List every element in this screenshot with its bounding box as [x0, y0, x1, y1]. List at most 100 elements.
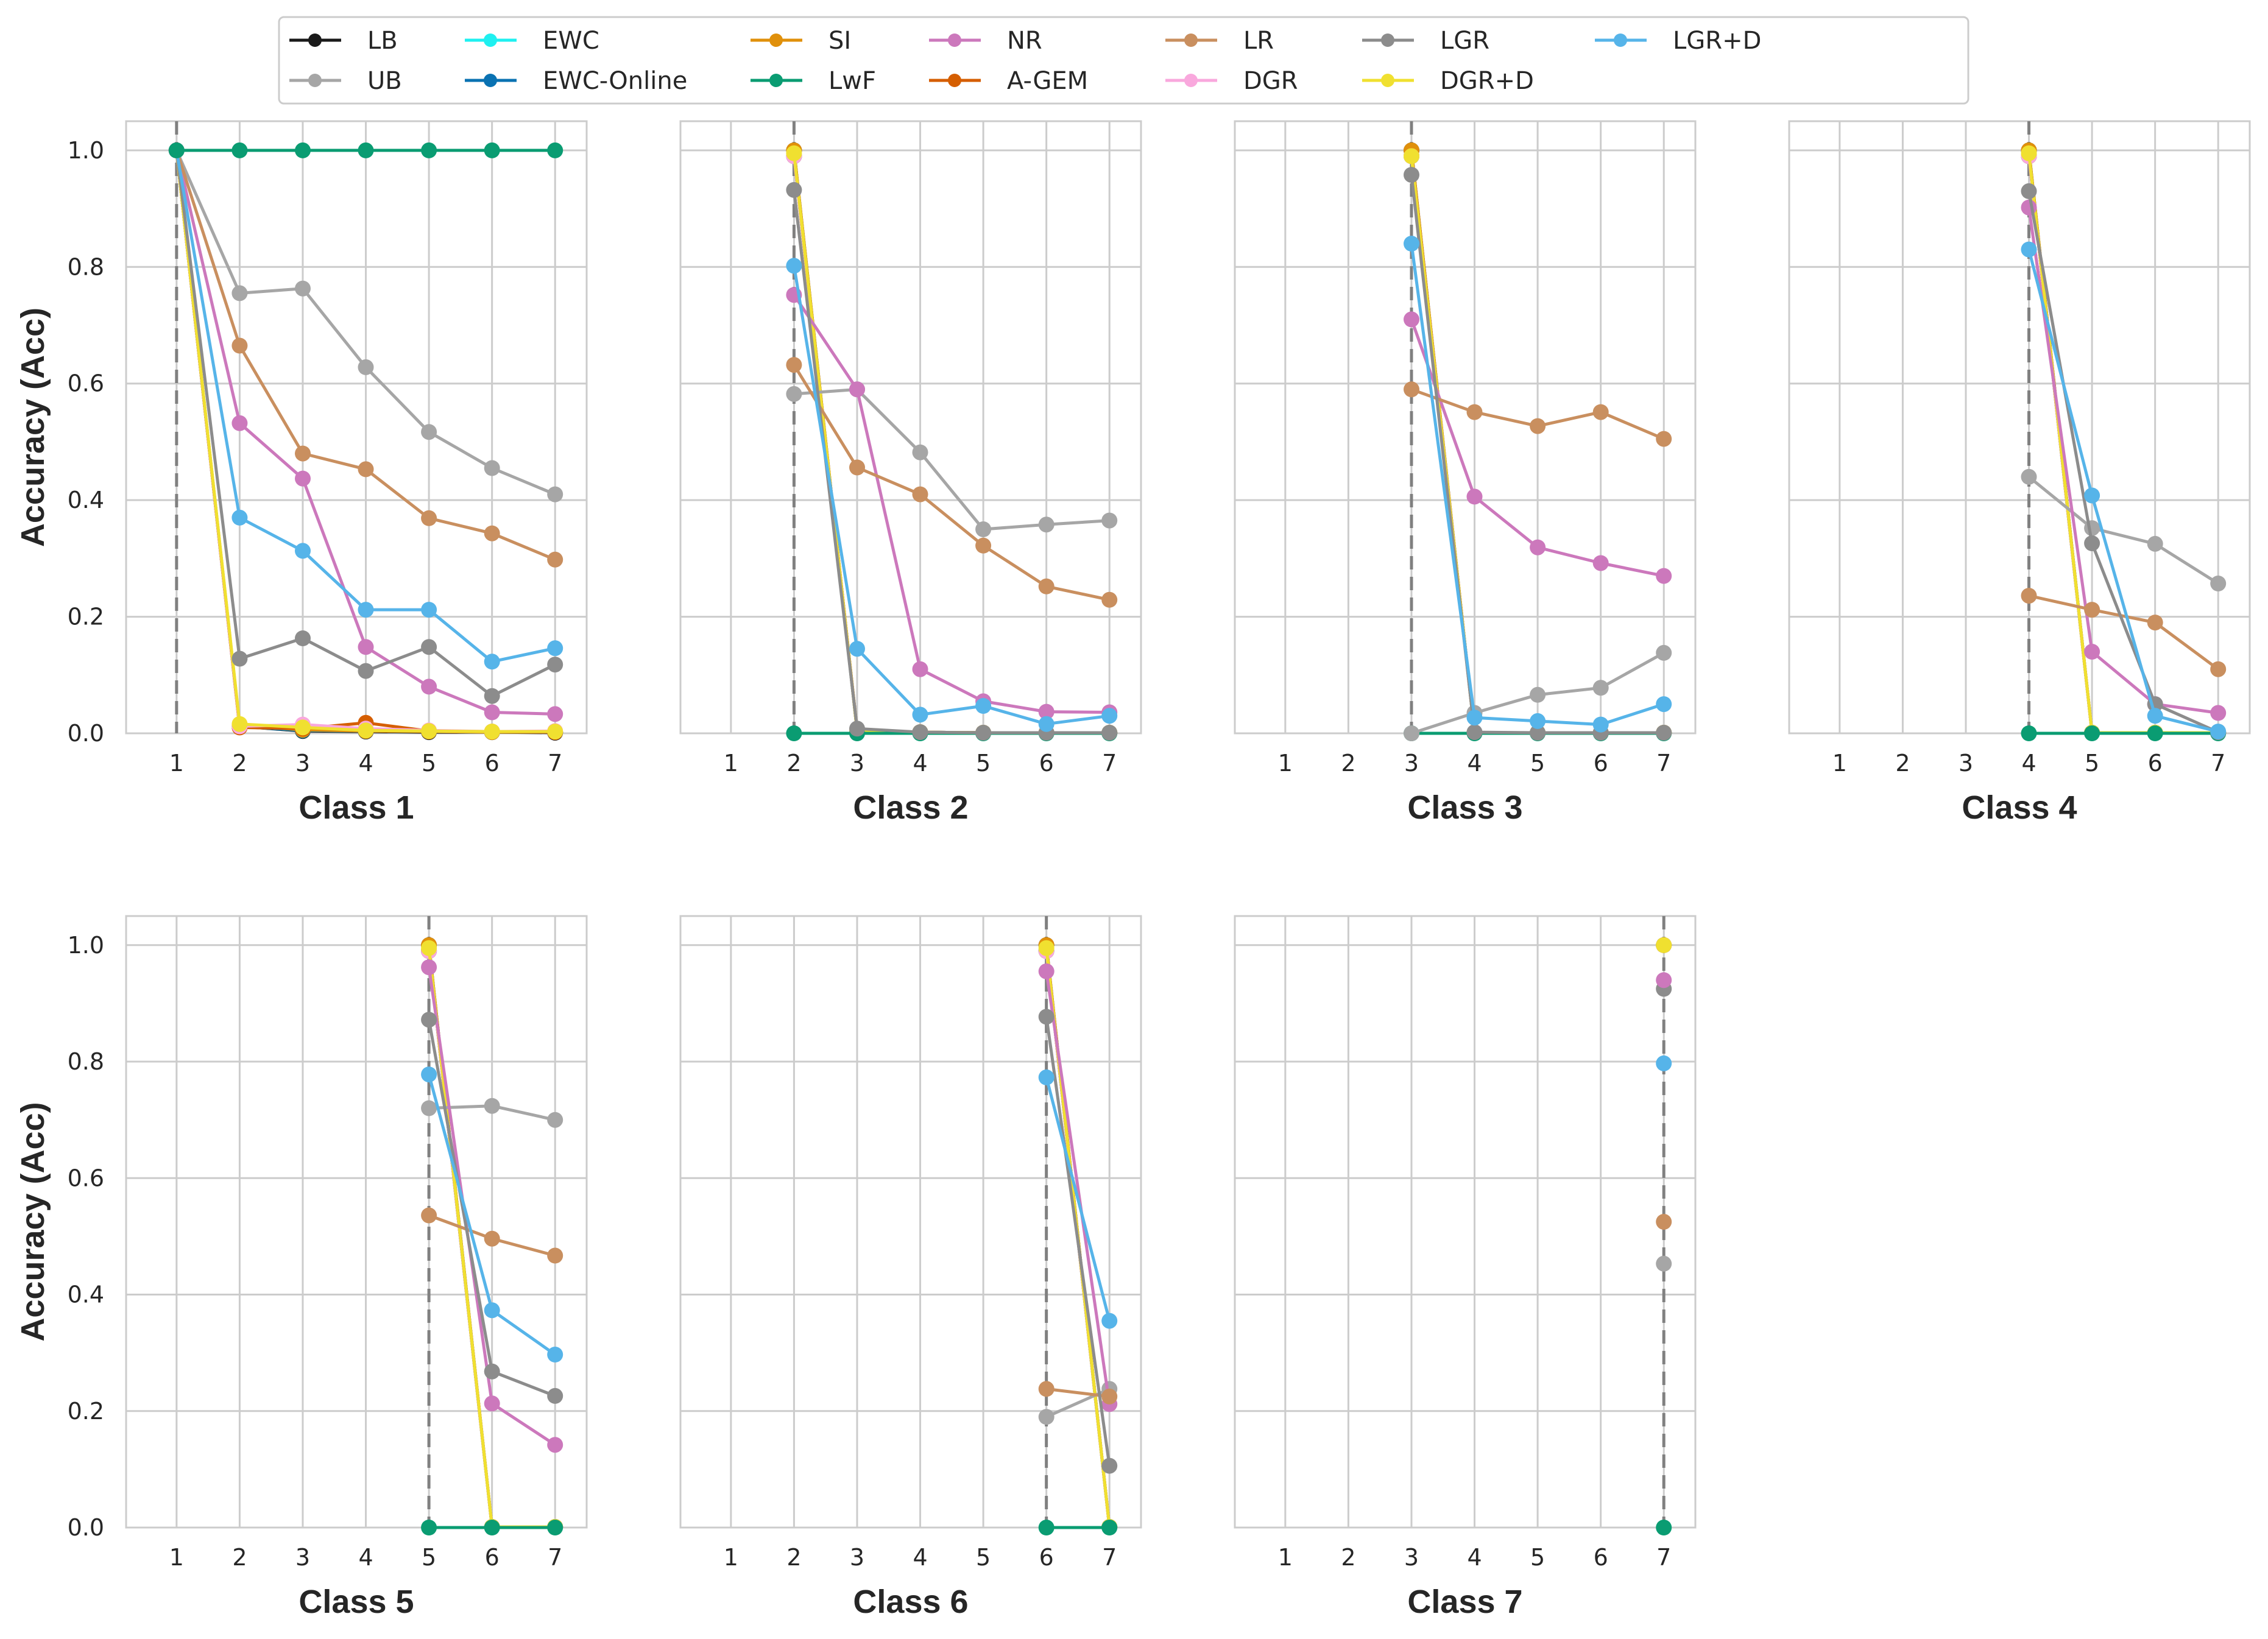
data-point	[547, 1112, 563, 1128]
data-point	[295, 470, 311, 487]
legend-label: LB	[367, 27, 398, 55]
data-point	[421, 424, 437, 440]
data-point	[547, 486, 563, 502]
data-point	[2021, 725, 2037, 741]
data-point	[912, 444, 928, 460]
data-point	[231, 650, 248, 667]
chart-panel-7: 1 2 3 4 5 6 7 Class 7	[1234, 915, 1697, 1620]
data-point	[421, 142, 437, 158]
legend-label: UB	[367, 67, 402, 95]
data-point	[484, 1098, 500, 1114]
series-nr	[1038, 963, 1118, 1412]
legend-entry-si: SI	[751, 27, 851, 55]
legend-label: DGR+D	[1440, 67, 1534, 95]
data-point	[421, 1207, 437, 1224]
series-lr	[1404, 381, 1672, 447]
legend-marker	[1614, 33, 1627, 47]
data-point	[1404, 167, 1419, 183]
data-point	[912, 486, 928, 502]
y-tick-label: 0.8	[68, 1048, 104, 1075]
x-tick-label: 6	[485, 750, 500, 777]
data-point	[1656, 1214, 1672, 1230]
data-point	[2210, 576, 2227, 591]
legend-marker	[308, 74, 322, 87]
series-ub	[1656, 1255, 1672, 1272]
plot-area	[679, 120, 1142, 735]
data-point	[484, 724, 500, 740]
data-point	[1101, 1457, 1118, 1474]
data-point	[1038, 703, 1055, 720]
legend-marker	[1184, 33, 1198, 47]
data-point	[849, 381, 865, 398]
x-axis-label: Class 2	[853, 789, 968, 826]
x-tick-label: 6	[2148, 750, 2163, 777]
x-tick-label: 4	[2021, 750, 2036, 777]
data-point	[1038, 1381, 1055, 1397]
series-lwf	[1038, 1520, 1118, 1535]
data-point	[1038, 963, 1055, 979]
data-point	[975, 698, 992, 714]
legend-entry-dgr: DGR	[1165, 67, 1298, 95]
series-lwf	[168, 142, 563, 158]
legend-label: LGR	[1440, 27, 1489, 55]
legend-entry-lr: LR	[1165, 27, 1274, 55]
data-point	[786, 258, 802, 274]
data-point	[1038, 716, 1055, 732]
y-tick-label: 0.4	[68, 487, 104, 513]
data-point	[912, 661, 928, 677]
x-tick-label: 1	[1832, 750, 1847, 777]
data-point	[1404, 311, 1419, 328]
data-point	[295, 630, 311, 646]
legend-frame	[278, 16, 1969, 105]
legend-marker	[948, 74, 961, 87]
x-tick-label: 7	[1656, 750, 1671, 777]
x-tick-label: 2	[1341, 750, 1355, 777]
data-point	[231, 716, 248, 732]
x-tick-label: 6	[1594, 750, 1608, 777]
x-axis-label: Class 4	[1962, 789, 2077, 826]
plot-area	[1788, 120, 2251, 735]
data-point	[1101, 1388, 1118, 1405]
series-lgr	[168, 142, 563, 704]
data-point	[421, 1100, 437, 1116]
data-point	[421, 1066, 437, 1083]
data-point	[295, 719, 311, 736]
legend-label: NR	[1007, 27, 1042, 55]
data-point	[1530, 686, 1546, 703]
data-point	[231, 415, 248, 431]
legend-entry-ewc-online: EWC-Online	[465, 67, 687, 95]
legend-label: SI	[828, 27, 851, 55]
series-lr	[786, 357, 1118, 608]
data-point	[1038, 1520, 1055, 1535]
data-point	[547, 657, 563, 673]
y-tick-label: 0.0	[68, 1514, 104, 1541]
x-tick-label: 3	[1959, 750, 1973, 777]
x-tick-label: 1	[724, 1544, 738, 1571]
data-point	[2021, 183, 2037, 199]
data-point	[358, 359, 374, 375]
series-line	[2028, 594, 2219, 671]
data-point	[295, 445, 311, 462]
x-tick-label: 6	[1039, 1544, 1054, 1571]
x-tick-label: 4	[358, 1544, 373, 1571]
data-point	[1656, 725, 1672, 741]
series-line	[1045, 1077, 1111, 1322]
x-tick-label: 7	[1102, 750, 1117, 777]
data-point	[295, 280, 311, 297]
x-tick-label: 1	[1278, 750, 1293, 777]
chart-panel-6: 1 2 3 4 5 6 7 Class 6	[679, 915, 1142, 1620]
data-point	[1656, 1520, 1672, 1535]
series-lgr	[1038, 1009, 1118, 1474]
data-point	[2147, 725, 2163, 741]
x-tick-label: 5	[976, 750, 991, 777]
y-tick-label: 0.6	[68, 370, 104, 397]
y-tick-label: 0.4	[68, 1281, 104, 1308]
series-lgr	[786, 182, 1118, 741]
x-tick-label: 1	[724, 750, 738, 777]
data-point	[1656, 972, 1672, 989]
data-point	[484, 460, 500, 476]
data-point	[1530, 713, 1546, 729]
data-point	[1038, 516, 1055, 533]
legend-label: LGR+D	[1673, 27, 1761, 55]
